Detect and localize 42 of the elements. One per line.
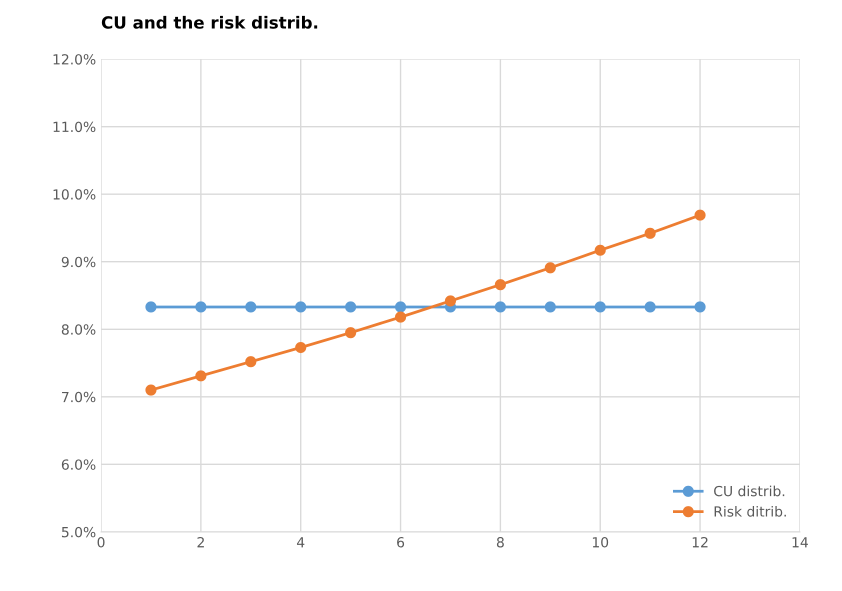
- point: [145, 384, 157, 396]
- x-tick-label: 2: [197, 537, 204, 548]
- point: [245, 356, 256, 368]
- point: [544, 262, 556, 274]
- x-tick-label: 0: [98, 537, 105, 548]
- point: [694, 301, 706, 313]
- point: [644, 301, 656, 313]
- point: [394, 312, 406, 323]
- legend-label: Risk ditrib.: [714, 506, 786, 517]
- point: [345, 301, 356, 313]
- point: [544, 301, 556, 313]
- y-tick-label: 11.0%: [54, 122, 96, 132]
- point: [245, 301, 256, 313]
- legend-label: CU distrib.: [714, 486, 784, 496]
- point: [444, 295, 456, 306]
- y-tick-label: 7.0%: [62, 392, 96, 402]
- point: [494, 279, 506, 290]
- point: [394, 301, 406, 313]
- x-tick-label: 10: [592, 537, 608, 548]
- x-tick-label: 8: [496, 537, 504, 548]
- x-tick-label: 6: [397, 537, 404, 548]
- x-tick-label: 14: [792, 537, 808, 548]
- point: [594, 301, 606, 313]
- point: [644, 228, 656, 239]
- point: [195, 301, 206, 313]
- point: [594, 244, 606, 256]
- y-tick-label: 6.0%: [62, 459, 96, 470]
- y-tick-label: 5.0%: [62, 526, 96, 538]
- x-tick-label: 12: [692, 537, 708, 548]
- y-tick-label: 8.0%: [62, 324, 96, 335]
- point: [195, 370, 206, 382]
- y-tick-label: 12.0%: [54, 54, 96, 65]
- point: [694, 210, 706, 221]
- x-tick-label: 4: [296, 537, 304, 548]
- y-tick-label: 10.0%: [54, 189, 96, 200]
- chart-title: CU and the risk distrib.: [102, 16, 318, 29]
- point: [145, 301, 157, 313]
- point: [295, 342, 306, 354]
- point: [345, 327, 356, 338]
- point: [295, 301, 306, 313]
- point: [494, 301, 506, 313]
- y-tick-label: 9.0%: [62, 256, 96, 268]
